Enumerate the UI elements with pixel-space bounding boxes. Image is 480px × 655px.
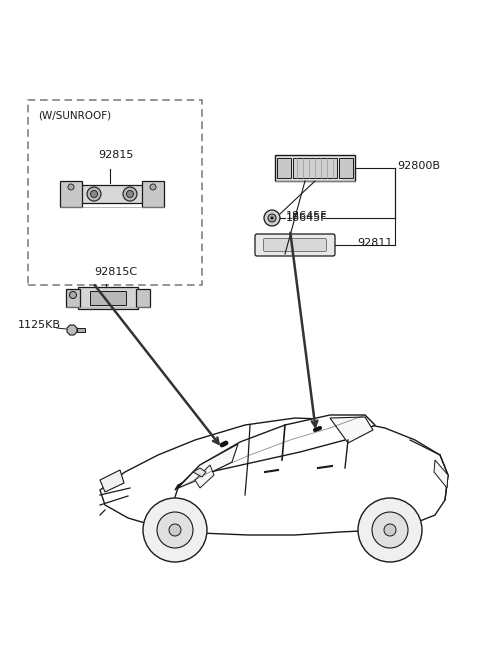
Circle shape — [127, 191, 133, 198]
Polygon shape — [60, 181, 82, 207]
Bar — [136, 289, 150, 307]
Circle shape — [68, 184, 74, 190]
Bar — [90, 291, 126, 305]
Bar — [275, 155, 355, 181]
Text: 92800B: 92800B — [397, 161, 440, 171]
Circle shape — [70, 291, 76, 299]
Circle shape — [157, 512, 193, 548]
Polygon shape — [178, 444, 238, 488]
Text: 92815: 92815 — [98, 150, 133, 160]
Polygon shape — [330, 417, 373, 443]
Circle shape — [264, 210, 280, 226]
Polygon shape — [70, 185, 154, 203]
Circle shape — [169, 524, 181, 536]
Circle shape — [143, 498, 207, 562]
Circle shape — [123, 187, 137, 201]
Bar — [277, 158, 291, 178]
Polygon shape — [195, 465, 214, 488]
Bar — [77, 328, 85, 332]
Circle shape — [358, 498, 422, 562]
Bar — [339, 158, 353, 178]
Bar — [28, 100, 202, 285]
Circle shape — [87, 187, 101, 201]
Text: 1125KB: 1125KB — [18, 320, 61, 330]
Circle shape — [268, 214, 276, 222]
Circle shape — [372, 512, 408, 548]
Circle shape — [271, 217, 274, 219]
Text: 18645F: 18645F — [286, 213, 328, 223]
Polygon shape — [100, 470, 124, 492]
Bar — [293, 158, 337, 178]
Circle shape — [384, 524, 396, 536]
Polygon shape — [193, 468, 206, 477]
Circle shape — [150, 184, 156, 190]
Bar — [78, 287, 138, 309]
Polygon shape — [434, 460, 448, 488]
Polygon shape — [67, 325, 77, 335]
FancyBboxPatch shape — [255, 234, 335, 256]
Text: 92815C: 92815C — [94, 267, 137, 277]
Polygon shape — [142, 181, 164, 207]
Text: (W/SUNROOF): (W/SUNROOF) — [38, 110, 111, 120]
Bar — [66, 289, 80, 307]
Polygon shape — [100, 418, 448, 535]
Text: 18645F: 18645F — [286, 211, 328, 221]
Text: 92811: 92811 — [357, 238, 392, 248]
FancyBboxPatch shape — [264, 238, 326, 252]
Polygon shape — [175, 415, 375, 490]
Circle shape — [91, 191, 97, 198]
